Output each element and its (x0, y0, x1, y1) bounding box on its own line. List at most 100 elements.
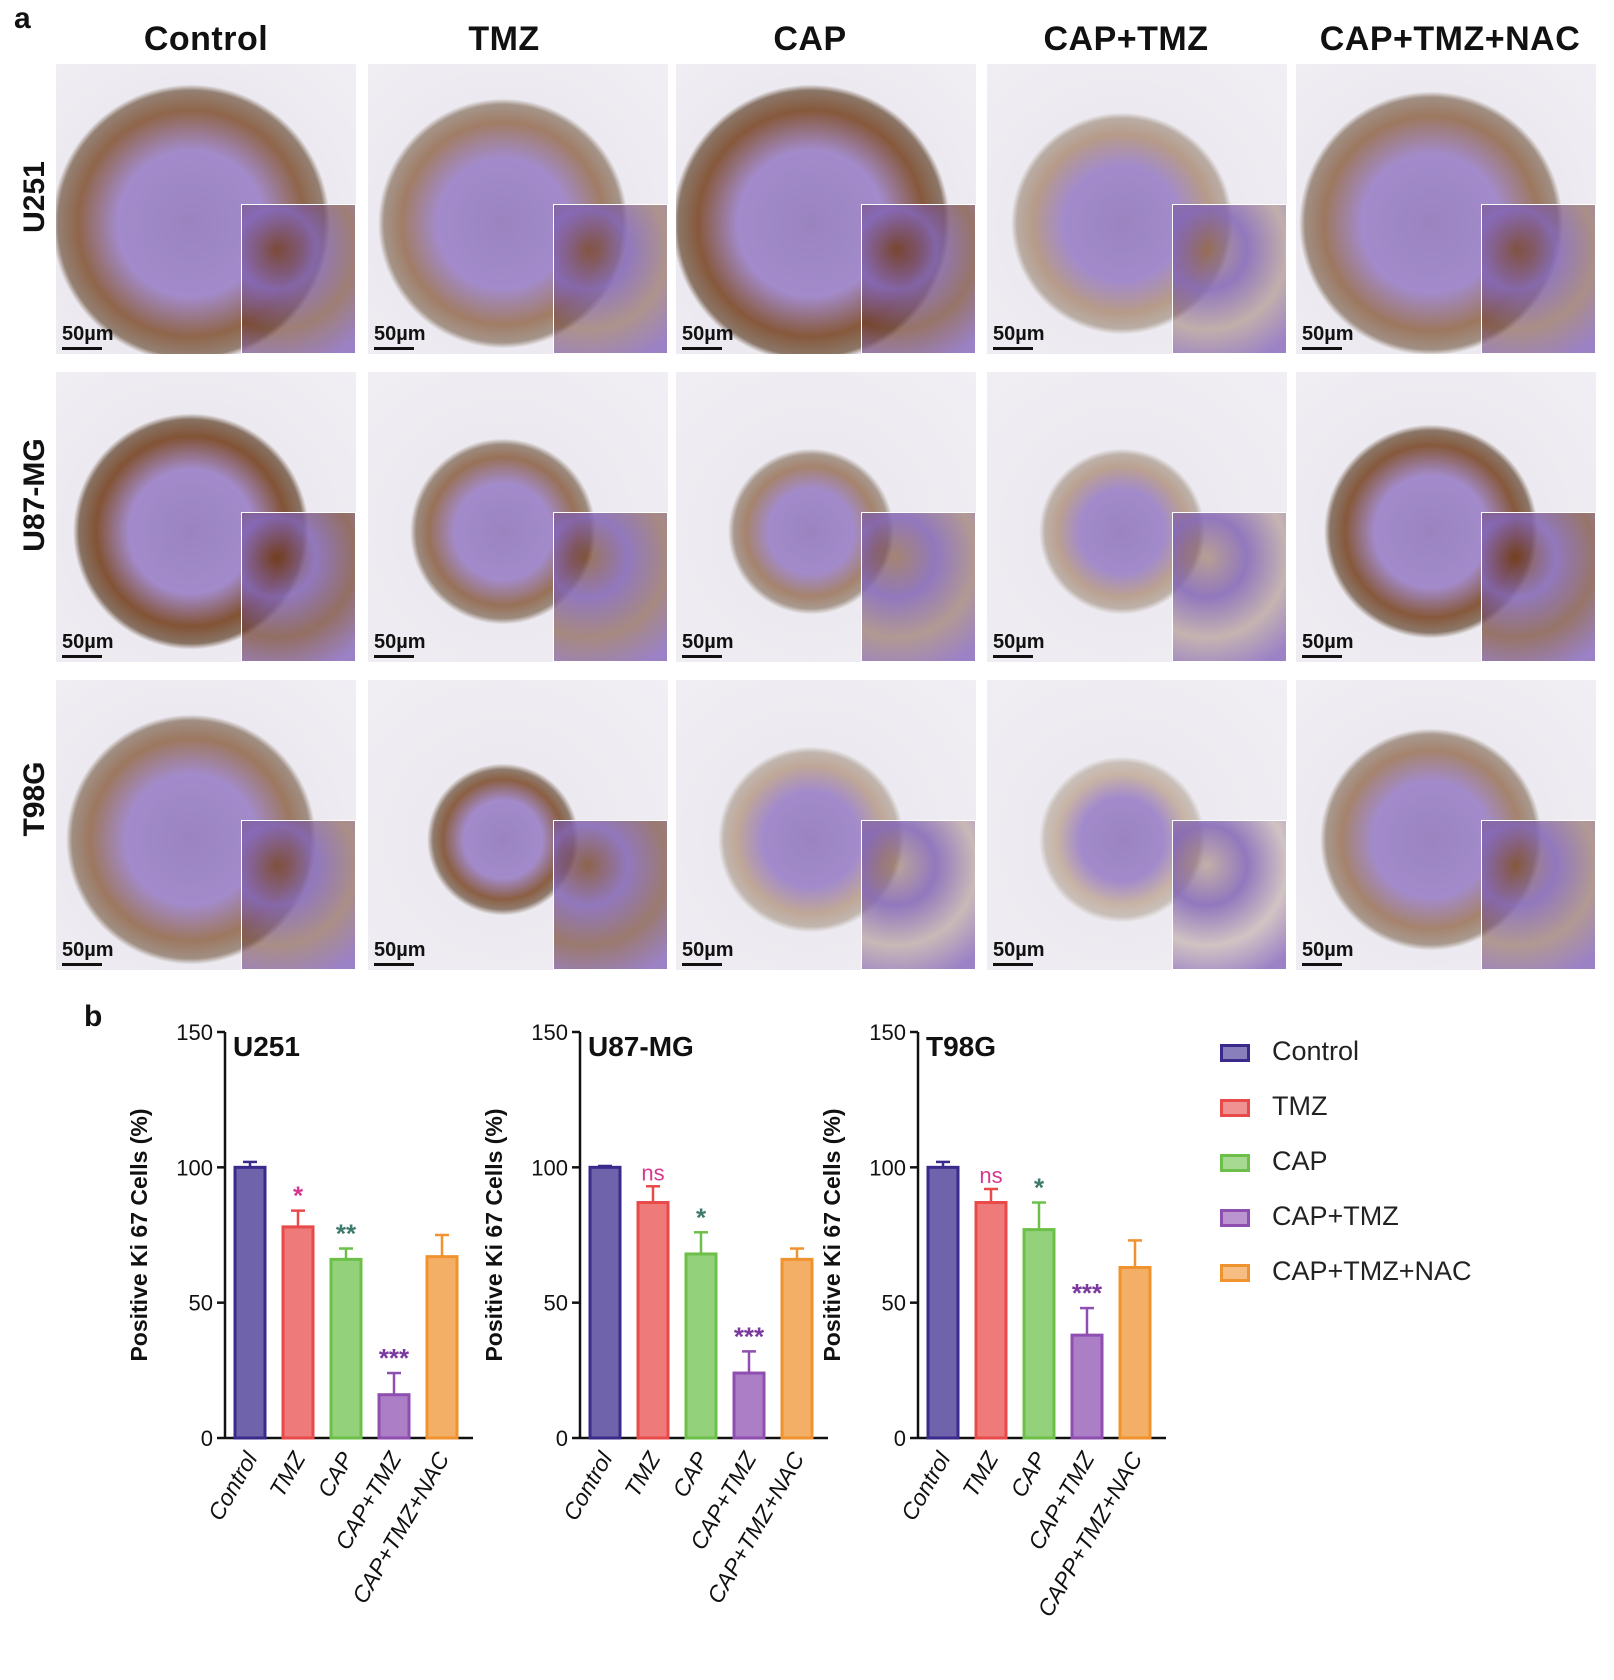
y-axis-label: Positive Ki 67 Cells (%) (126, 1108, 152, 1361)
y-tick-label: 150 (176, 1020, 213, 1045)
y-tick-label: 100 (531, 1155, 568, 1180)
x-tick-label: Control (896, 1447, 956, 1525)
legend-label: Control (1272, 1036, 1360, 1066)
significance-label: *** (1072, 1278, 1103, 1308)
scale-bar (62, 347, 102, 350)
y-axis-label: Positive Ki 67 Cells (%) (481, 1108, 507, 1361)
significance-label: *** (379, 1343, 410, 1373)
scale-bar-label: 50µm (62, 323, 114, 345)
zoom-inset (553, 512, 668, 662)
x-tick-label: CAP (667, 1447, 713, 1502)
significance-label: ns (641, 1160, 664, 1185)
scale-bar (62, 963, 102, 966)
scale-bar (682, 963, 722, 966)
scale-bar-label: 50µm (374, 631, 426, 653)
scale-bar (374, 963, 414, 966)
chart-title: U251 (233, 1031, 300, 1062)
micrograph-u87mg-control: 50µm (56, 372, 356, 662)
zoom-inset (1172, 820, 1287, 970)
chart-title: T98G (926, 1031, 996, 1062)
row-header-t98g: T98G (18, 761, 51, 837)
zoom-inset (1481, 820, 1596, 970)
scale-bar (993, 963, 1033, 966)
y-tick-label: 150 (531, 1020, 568, 1045)
zoom-inset (861, 820, 976, 970)
legend-swatch (1220, 1099, 1250, 1117)
scale-bar-label: 50µm (682, 939, 734, 961)
column-header-cap-tmz-nac: CAP+TMZ+NAC (1319, 20, 1581, 58)
bar (1118, 1265, 1152, 1440)
significance-label: * (293, 1181, 304, 1211)
scale-bar-label: 50µm (993, 631, 1045, 653)
legend-swatch (1220, 1264, 1250, 1282)
scale-bar-label: 50µm (1302, 631, 1354, 653)
scale-bar (374, 347, 414, 350)
scale-bar-label: 50µm (682, 631, 734, 653)
legend-label: TMZ (1272, 1091, 1328, 1121)
bar (281, 1225, 315, 1440)
column-header-cap: CAP (773, 20, 847, 58)
legend-label: CAP+TMZ+NAC (1272, 1256, 1472, 1286)
legend-swatch (1220, 1044, 1250, 1062)
zoom-inset (1481, 512, 1596, 662)
zoom-inset (1172, 204, 1287, 354)
scale-bar-label: 50µm (374, 939, 426, 961)
column-header-control: Control (143, 20, 269, 58)
scale-bar (993, 347, 1033, 350)
significance-label: * (696, 1202, 707, 1232)
micrograph-t98g-cap: 50µm (676, 680, 976, 970)
zoom-inset (553, 204, 668, 354)
zoom-inset (1172, 512, 1287, 662)
row-header-u87mg: U87-MG (18, 438, 51, 552)
zoom-inset (241, 512, 356, 662)
bar (588, 1165, 622, 1440)
scale-bar-label: 50µm (682, 323, 734, 345)
scale-bar (62, 655, 102, 658)
scale-bar (993, 655, 1033, 658)
y-tick-label: 0 (894, 1426, 906, 1451)
zoom-inset (553, 820, 668, 970)
scale-bar (374, 655, 414, 658)
bar (780, 1257, 814, 1440)
micrograph-t98g-cap-tmz: 50µm (987, 680, 1287, 970)
zoom-inset (241, 204, 356, 354)
bar (974, 1201, 1008, 1440)
x-tick-label: Control (203, 1447, 263, 1525)
scale-bar (1302, 963, 1342, 966)
significance-label: ** (336, 1219, 357, 1249)
y-axis-label: Positive Ki 67 Cells (%) (819, 1108, 845, 1361)
y-tick-label: 0 (556, 1426, 568, 1451)
x-tick-label: TMZ (264, 1447, 311, 1502)
scale-bar (682, 655, 722, 658)
zoom-inset (1481, 204, 1596, 354)
y-tick-label: 0 (201, 1426, 213, 1451)
bar (732, 1371, 766, 1440)
x-tick-label: TMZ (957, 1447, 1004, 1502)
scale-bar-label: 50µm (993, 939, 1045, 961)
x-tick-label: TMZ (619, 1447, 666, 1502)
scale-bar-label: 50µm (993, 323, 1045, 345)
y-tick-label: 50 (544, 1291, 568, 1316)
panel-a-letter: a (14, 2, 31, 35)
micrograph-t98g-cap-tmz-nac: 50µm (1296, 680, 1596, 970)
x-tick-label: Control (558, 1447, 618, 1525)
column-header-cap-tmz: CAP+TMZ (1043, 20, 1209, 58)
micrograph-u87mg-cap-tmz-nac: 50µm (1296, 372, 1596, 662)
row-header-u251: U251 (18, 161, 51, 233)
scale-bar (682, 347, 722, 350)
micrograph-u251-control: 50µm (56, 64, 356, 354)
micrograph-u87mg-tmz: 50µm (368, 372, 668, 662)
bar (1070, 1333, 1104, 1440)
significance-label: ns (979, 1163, 1002, 1188)
micrograph-u251-tmz: 50µm (368, 64, 668, 354)
legend-label: CAP (1272, 1146, 1328, 1176)
zoom-inset (861, 512, 976, 662)
bar (684, 1252, 718, 1440)
significance-label: *** (734, 1321, 765, 1351)
micrograph-t98g-tmz: 50µm (368, 680, 668, 970)
zoom-inset (861, 204, 976, 354)
legend-label: CAP+TMZ (1272, 1201, 1399, 1231)
significance-label: * (1034, 1173, 1045, 1203)
micrograph-u87mg-cap: 50µm (676, 372, 976, 662)
scale-bar-label: 50µm (1302, 939, 1354, 961)
